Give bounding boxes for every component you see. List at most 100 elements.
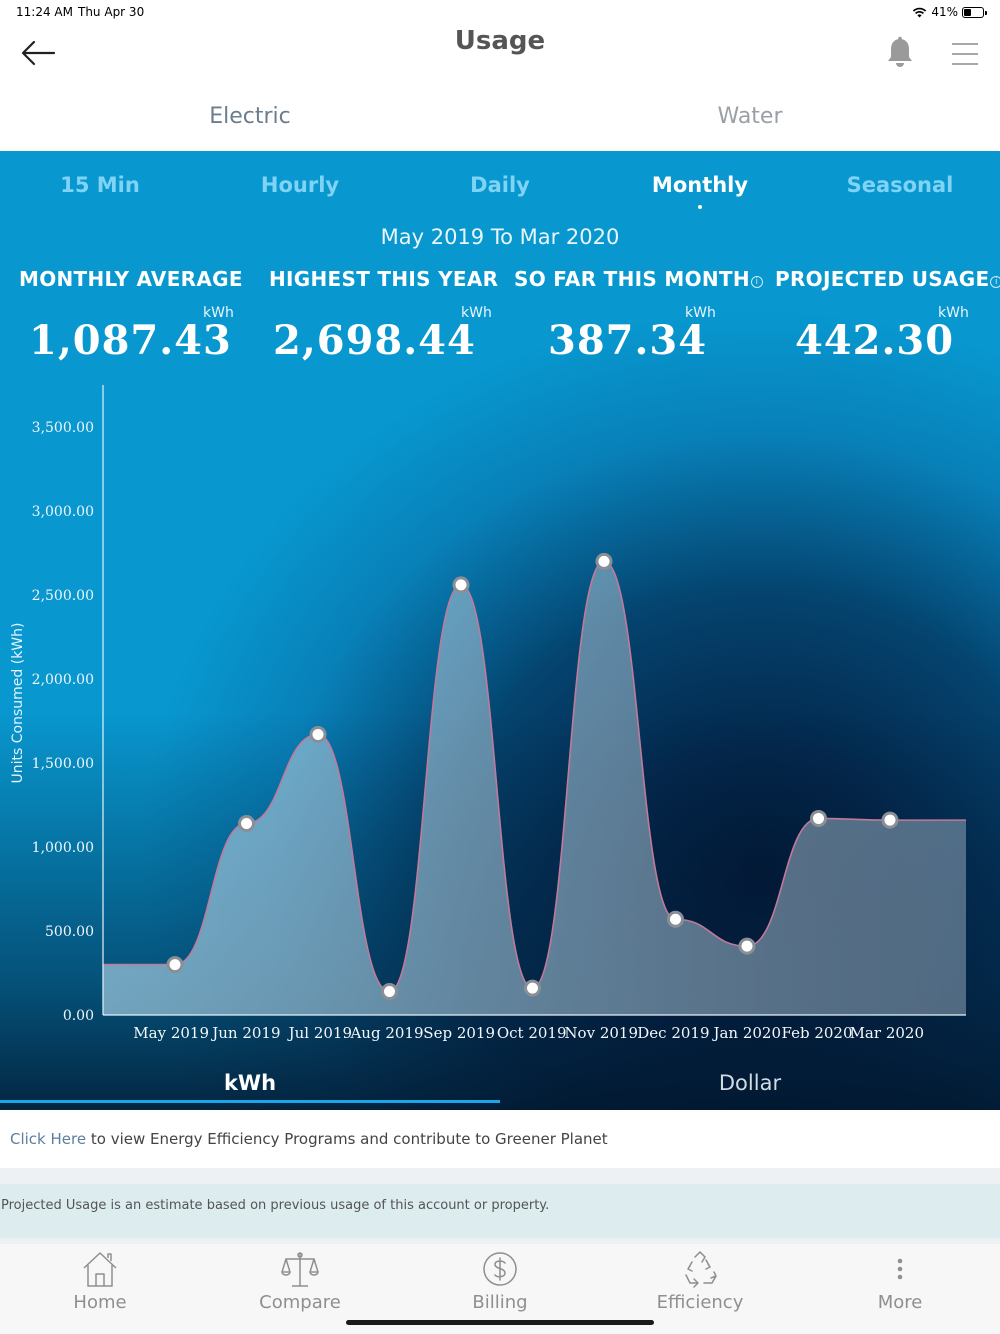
stat-label-text: PROJECTED USAGE [775, 267, 990, 291]
series-line [103, 560, 966, 993]
data-points [166, 552, 899, 1000]
divider [0, 1168, 1000, 1184]
tab-kwh[interactable]: kWh [0, 1069, 500, 1110]
usage-stats: MONTHLY AVERAGE kWh 1,087.43 HIGHEST THI… [0, 267, 1000, 367]
tab-monthly[interactable]: Monthly [600, 173, 800, 213]
stat-label-text: SO FAR THIS MONTH [514, 267, 750, 291]
x-tick-label: Mar 2020 [850, 1024, 924, 1042]
y-tick-label: 1,000.00 [32, 840, 94, 856]
data-point[interactable] [595, 552, 613, 570]
data-point[interactable] [667, 910, 684, 928]
tab-dollar[interactable]: Dollar [718, 1071, 782, 1095]
data-point[interactable] [166, 956, 184, 974]
bottom-nav: Home Compare Billing Efficiency More [0, 1244, 1000, 1334]
y-tick-label: 1,500.00 [32, 756, 94, 772]
stat-value: 1,087.43 [29, 317, 232, 364]
more-icon [897, 1258, 903, 1280]
date-range: May 2019 To Mar 2020 [380, 225, 620, 249]
nav-label: More [877, 1292, 923, 1313]
scale-icon [281, 1252, 319, 1287]
y-axis-label: Units Consumed (kWh) [10, 623, 26, 784]
nav-compare[interactable]: Compare [200, 1244, 400, 1334]
tab-water[interactable]: Water [717, 104, 783, 129]
stat-label: SO FAR THIS MONTH i [514, 267, 763, 291]
x-tick-label: Nov 2019 [564, 1024, 638, 1042]
x-tick-label: Sep 2019 [423, 1024, 495, 1042]
back-arrow-icon[interactable] [20, 38, 56, 68]
x-tick-label: Jan 2020 [711, 1024, 781, 1042]
data-point[interactable] [881, 811, 899, 829]
nav-label: Compare [259, 1292, 341, 1313]
hamburger-menu-icon[interactable] [950, 40, 980, 68]
nav-bar: Usage [0, 24, 1000, 84]
info-icon[interactable]: i [990, 276, 1000, 288]
stat-projected-usage: PROJECTED USAGE i kWh 442.30 [775, 267, 1000, 367]
y-tick-label: 3,000.00 [32, 504, 94, 520]
x-tick-label: Jun 2019 [210, 1024, 280, 1042]
x-tick-label: Oct 2019 [497, 1024, 567, 1042]
stat-value: 2,698.44 [273, 317, 476, 364]
y-tick-label: 3,500.00 [32, 420, 94, 436]
status-right: 41% [912, 5, 987, 19]
divider [0, 1238, 1000, 1244]
y-tick-label: 0.00 [63, 1008, 94, 1024]
x-tick-label: Feb 2020 [781, 1024, 852, 1042]
home-icon [83, 1252, 117, 1287]
stat-unit: kWh [938, 305, 969, 321]
data-point[interactable] [810, 809, 827, 827]
status-bar: 11:24 AM Thu Apr 30 41% [0, 0, 1000, 24]
stat-label: HIGHEST THIS YEAR [269, 267, 499, 291]
dollar-icon [483, 1252, 517, 1286]
x-tick-label: May 2019 [133, 1024, 209, 1042]
tab-15-min[interactable]: 15 Min [60, 173, 140, 197]
stat-monthly-average: MONTHLY AVERAGE kWh 1,087.43 [19, 267, 243, 367]
stat-label: PROJECTED USAGE i [775, 267, 1000, 291]
data-point[interactable] [381, 982, 398, 1000]
x-tick-label: Jul 2019 [287, 1024, 352, 1042]
tab-daily[interactable]: Daily [470, 173, 530, 197]
nav-label: Billing [472, 1292, 528, 1313]
data-point[interactable] [524, 979, 541, 997]
efficiency-promo: Click Here to view Energy Efficiency Pro… [0, 1110, 1000, 1168]
stat-value: 442.30 [795, 317, 955, 364]
promo-text: to view Energy Efficiency Programs and c… [86, 1130, 608, 1148]
status-time: 11:24 AM [16, 5, 73, 19]
nav-more[interactable]: More [800, 1244, 1000, 1334]
data-point[interactable] [309, 725, 327, 743]
battery-percent: 41% [931, 5, 958, 19]
usage-chart: 0.00 500.00 1,000.00 1,500.00 2,000.00 2,500.… [10, 385, 966, 1042]
stat-value: 387.34 [548, 317, 708, 364]
info-icon[interactable]: i [750, 276, 763, 288]
y-tick-label: 2,000.00 [32, 672, 94, 688]
bell-icon[interactable] [884, 36, 916, 70]
data-point[interactable] [452, 576, 470, 594]
stat-unit: kWh [203, 305, 234, 321]
click-here-link[interactable]: Click Here [10, 1130, 87, 1148]
home-indicator [346, 1320, 654, 1325]
stat-unit: kWh [461, 305, 492, 321]
stat-unit: kWh [685, 305, 716, 321]
unit-tabs: kWh Dollar [0, 1069, 1000, 1110]
nav-label: Efficiency [656, 1292, 744, 1313]
tab-hourly[interactable]: Hourly [260, 173, 340, 197]
nav-billing[interactable]: Billing [400, 1244, 600, 1334]
nav-home[interactable]: Home [0, 1244, 200, 1334]
nav-efficiency[interactable]: Efficiency [600, 1244, 800, 1334]
area-fill [103, 561, 966, 1015]
wifi-icon [913, 7, 927, 17]
data-point[interactable] [238, 814, 255, 832]
tab-electric[interactable]: Electric [209, 104, 291, 129]
period-tabs: 15 Min Hourly Daily Monthly Seasonal [0, 173, 1000, 213]
data-point[interactable] [738, 937, 756, 955]
x-tick-label: Aug 2019 [349, 1024, 423, 1042]
tab-seasonal[interactable]: Seasonal [846, 173, 954, 197]
x-tick-label: Dec 2019 [637, 1024, 709, 1042]
y-axis-ticks: 0.00 500.00 1,000.00 1,500.00 2,000.00 2,500.… [32, 420, 94, 1024]
stat-highest-this-year: HIGHEST THIS YEAR kWh 2,698.44 [269, 267, 499, 367]
stat-label: MONTHLY AVERAGE [19, 267, 243, 291]
utility-tabs: Electric Water [0, 96, 1000, 150]
y-tick-label: 500.00 [45, 924, 94, 940]
stat-so-far-this-month: SO FAR THIS MONTH i kWh 387.34 [514, 267, 763, 367]
recycle-icon [685, 1251, 717, 1288]
